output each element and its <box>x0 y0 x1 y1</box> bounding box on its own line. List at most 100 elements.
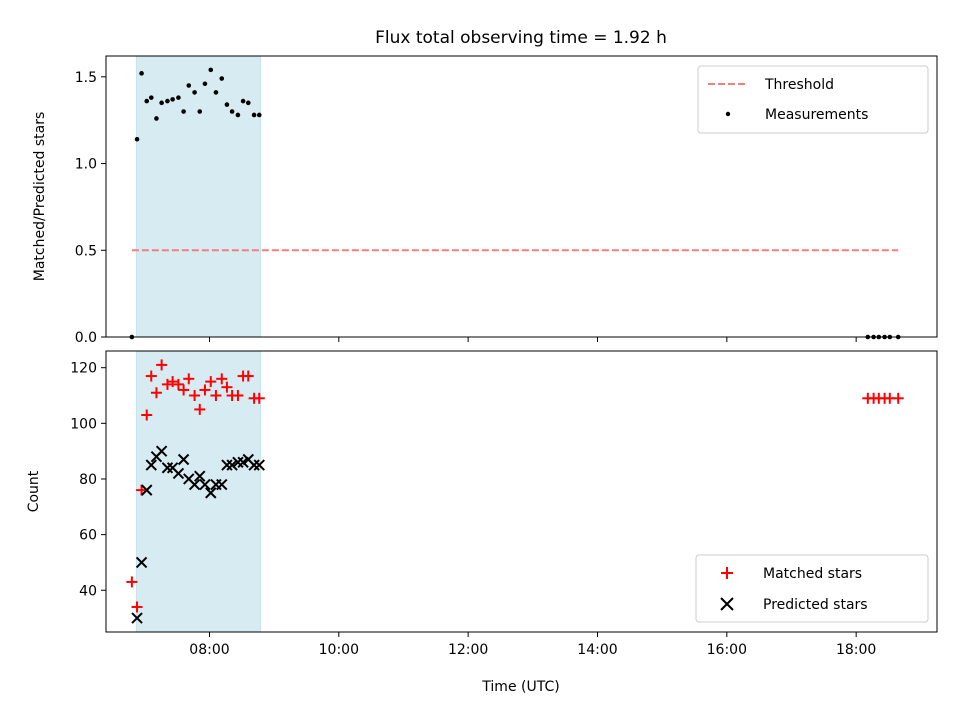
x-tick-label: 18:00 <box>836 642 876 658</box>
y-tick-label: 120 <box>70 361 97 377</box>
predicted-stars-point <box>161 462 174 474</box>
matched-legend-label: Matched stars <box>763 566 862 582</box>
matched-stars-point <box>216 373 228 385</box>
measurement-point <box>224 102 230 107</box>
matched-stars-point <box>183 373 195 385</box>
predicted-stars-point <box>172 467 185 480</box>
y-tick-label: 0.5 <box>75 243 97 259</box>
matched-stars-point <box>892 392 904 404</box>
y-tick-label: 1.0 <box>75 157 97 173</box>
matched-stars-point <box>167 376 179 388</box>
predicted-stars-point <box>199 478 211 491</box>
matched-stars-point <box>210 390 222 402</box>
ratio-y-axis-label: Matched/Predicted stars <box>32 112 48 282</box>
measurement-point <box>213 90 219 95</box>
matched-stars-point <box>205 376 217 388</box>
ratio-legend-box <box>697 65 929 134</box>
x-tick-label: 12:00 <box>448 642 488 658</box>
measurement-point <box>144 98 150 104</box>
x-axis-label: Time (UTC) <box>481 679 559 695</box>
matched-stars-point <box>136 484 148 496</box>
x-tick-label: 16:00 <box>707 642 747 658</box>
measurement-point <box>235 112 241 118</box>
y-tick-label: 40 <box>79 583 97 599</box>
predicted-stars-point <box>253 459 265 471</box>
predicted-stars-point <box>145 459 157 471</box>
predicted-stars-point <box>155 445 168 457</box>
predicted-stars-point <box>216 478 228 491</box>
threshold-legend-label: Threshold <box>764 77 834 93</box>
count-x-ticks: 08:00 10:00 12:00 14:00 16:00 18:00 <box>189 632 876 658</box>
predicted-legend-swatch <box>720 597 734 611</box>
y-tick-label: 0.0 <box>75 330 97 346</box>
count-panel-frame <box>105 350 938 633</box>
measurement-point <box>165 98 170 104</box>
count-marks <box>126 359 904 624</box>
ratio-y-ticks: 0.0 0.5 1.0 1.5 <box>75 70 106 346</box>
matched-stars-point <box>199 384 211 396</box>
matched-stars-point <box>242 370 254 382</box>
predicted-stars-point <box>131 612 143 624</box>
measurement-point <box>134 136 140 142</box>
observing-window-shade <box>135 55 262 338</box>
predicted-legend-label: Predicted stars <box>763 597 868 613</box>
matched-stars-point <box>156 359 168 371</box>
x-tick-label: 10:00 <box>319 642 359 658</box>
matched-stars-point <box>221 381 233 393</box>
matched-stars-point <box>131 601 143 613</box>
measurement-point <box>170 97 175 102</box>
measurement-point <box>229 109 235 114</box>
count-legend: Matched stars Predicted stars <box>695 554 929 623</box>
measurement-point <box>256 112 262 118</box>
measurement-point <box>197 109 203 114</box>
count-y-ticks: 40 60 80 100 120 <box>70 361 106 599</box>
matched-stars-point <box>178 384 190 396</box>
predicted-stars-point <box>188 478 201 491</box>
ratio-x-ticks <box>208 337 857 342</box>
measurement-point <box>245 100 251 106</box>
measurement-point <box>202 81 208 87</box>
matched-stars-point <box>126 576 138 588</box>
measurement-point <box>181 109 186 114</box>
count-panel: 40 60 80 100 120 08:00 10:00 12:00 14:00 16:00 18… <box>26 350 938 658</box>
measurement-point <box>251 112 257 118</box>
x-tick-label: 14:00 <box>577 642 617 658</box>
matched-stars-point <box>172 378 184 390</box>
matched-stars-point <box>189 390 201 402</box>
measurement-point <box>219 76 225 81</box>
measurements-legend-swatch <box>725 111 731 117</box>
predicted-stars-point <box>177 453 190 466</box>
measurement-point <box>148 95 154 100</box>
count-legend-box <box>695 554 929 623</box>
predicted-stars-point <box>135 556 148 569</box>
y-tick-label: 80 <box>79 472 97 488</box>
predicted-stars-point <box>205 487 217 499</box>
matched-stars-point <box>232 390 244 402</box>
measurement-point <box>186 83 192 88</box>
predicted-stars-point <box>232 456 244 468</box>
x-tick-label: 08:00 <box>189 642 229 658</box>
count-y-axis-label: Count <box>26 470 42 512</box>
matched-stars-point <box>141 409 153 421</box>
predicted-stars-point <box>248 459 260 471</box>
predicted-stars-point <box>221 459 233 471</box>
predicted-stars-point <box>226 459 238 471</box>
y-tick-label: 1.5 <box>75 70 97 86</box>
matched-stars-point <box>145 370 157 382</box>
matched-stars-point <box>253 392 265 404</box>
measurement-point <box>192 90 197 95</box>
measurement-point <box>240 98 246 104</box>
measurement-point <box>208 67 214 73</box>
y-tick-label: 60 <box>79 528 97 544</box>
ratio-panel: 0.0 0.5 1.0 1.5 Matched/Predicted stars Thr… <box>32 55 938 346</box>
measurements-legend-label: Measurements <box>765 107 868 123</box>
measurement-point <box>154 116 159 121</box>
measurement-point <box>176 95 181 100</box>
matched-legend-swatch <box>721 567 733 579</box>
measurement-point <box>139 71 144 76</box>
ratio-legend: Threshold Measurements <box>697 65 929 134</box>
y-tick-label: 100 <box>70 416 97 432</box>
predicted-stars-point <box>141 484 153 496</box>
chart-title: Flux total observing time = 1.92 h <box>375 28 667 48</box>
